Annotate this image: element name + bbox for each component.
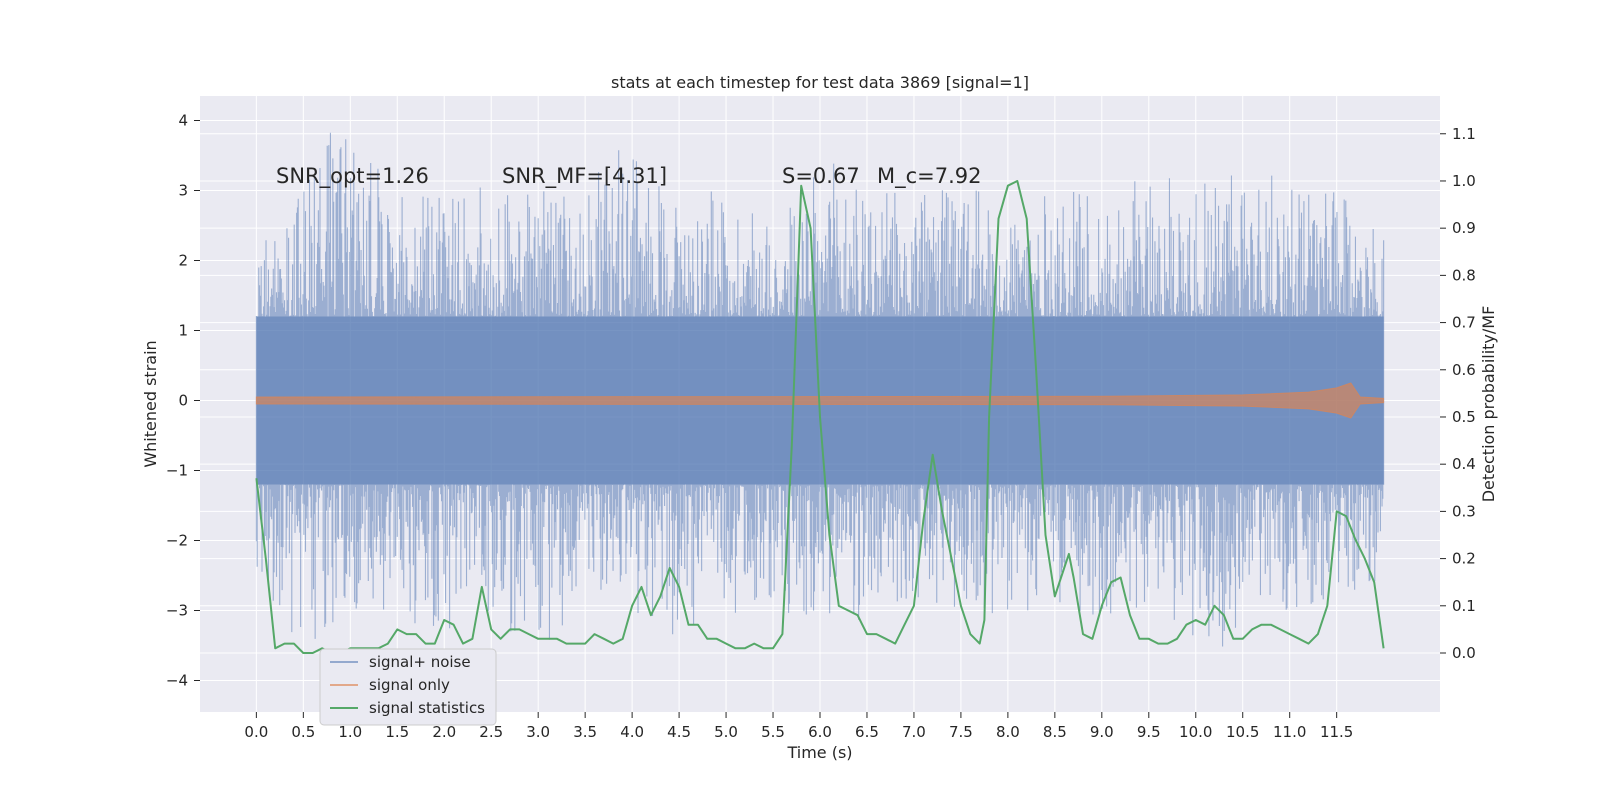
legend-box bbox=[319, 648, 497, 726]
x-tick-label: 6.0 bbox=[808, 723, 832, 741]
ticks: 0.0 0.5 1.0 1.5 2.0 2.5 3.0 3.5 4.0 4.5 5.0 5.5 6.0 6… bbox=[166, 112, 1476, 742]
legend-label-signal-statistics: signal statistics bbox=[369, 699, 485, 717]
y-axis-label: Whitened strain bbox=[141, 340, 160, 467]
y2-tick-label: 0.6 bbox=[1452, 361, 1476, 379]
y2-tick-label: 1.1 bbox=[1452, 125, 1476, 143]
x-tick-label: 10.0 bbox=[1179, 723, 1212, 741]
legend-label-signal-only: signal only bbox=[369, 676, 450, 694]
y2-tick-label: 0.0 bbox=[1452, 644, 1476, 662]
legend-label-signal-noise: signal+ noise bbox=[369, 653, 471, 671]
x-tick-label: 5.0 bbox=[714, 723, 738, 741]
x-tick-label: 11.5 bbox=[1320, 723, 1353, 741]
y2-tick-label: 1.0 bbox=[1452, 172, 1476, 190]
y-tick-label: −4 bbox=[166, 672, 188, 690]
x-tick-label: 3.0 bbox=[526, 723, 550, 741]
series-signal-statistics bbox=[255, 180, 1385, 654]
y2-tick-label: 0.8 bbox=[1452, 266, 1476, 284]
y-tick-label: 4 bbox=[178, 112, 188, 130]
chart-title: stats at each timestep for test data 386… bbox=[611, 73, 1029, 92]
series-layer bbox=[255, 132, 1385, 654]
x-tick-label: 9.0 bbox=[1090, 723, 1114, 741]
y2-axis-label: Detection probability/MF bbox=[1479, 306, 1498, 503]
legend: signal+ noise signal only signal statist… bbox=[319, 648, 497, 726]
x-tick-label: 0.0 bbox=[244, 723, 268, 741]
y2-tick-label: 0.1 bbox=[1452, 597, 1476, 615]
x-tick-label: 9.5 bbox=[1137, 723, 1161, 741]
y-tick-label: −1 bbox=[166, 462, 188, 480]
y-tick-label: 1 bbox=[178, 322, 188, 340]
annotation-s-value: S=0.67 bbox=[782, 164, 860, 188]
x-tick-label: 1.0 bbox=[338, 723, 362, 741]
x-tick-label: 3.5 bbox=[573, 723, 597, 741]
x-tick-label: 8.5 bbox=[1043, 723, 1067, 741]
y-tick-label: −3 bbox=[166, 602, 188, 620]
x-tick-label: 10.5 bbox=[1226, 723, 1259, 741]
x-tick-label: 0.5 bbox=[291, 723, 315, 741]
x-tick-label: 11.0 bbox=[1273, 723, 1306, 741]
x-tick-label: 7.5 bbox=[949, 723, 973, 741]
y2-tick-label: 0.5 bbox=[1452, 408, 1476, 426]
y2-tick-label: 0.3 bbox=[1452, 502, 1476, 520]
x-tick-label: 7.0 bbox=[902, 723, 926, 741]
y2-tick-label: 0.9 bbox=[1452, 219, 1476, 237]
annotation-snr-mf: SNR_MF=[4.31] bbox=[502, 164, 667, 189]
annotation-mc-value: M_c=7.92 bbox=[877, 164, 982, 189]
annotation-snr-opt: SNR_opt=1.26 bbox=[276, 164, 429, 189]
x-tick-label: 5.5 bbox=[761, 723, 785, 741]
x-tick-label: 8.0 bbox=[996, 723, 1020, 741]
y-tick-label: 2 bbox=[178, 252, 188, 270]
y2-tick-label: 0.4 bbox=[1452, 455, 1476, 473]
x-tick-label: 1.5 bbox=[385, 723, 409, 741]
y2-tick-label: 0.7 bbox=[1452, 314, 1476, 332]
y2-tick-label: 0.2 bbox=[1452, 550, 1476, 568]
y-tick-label: −2 bbox=[166, 532, 188, 550]
x-tick-label: 4.5 bbox=[667, 723, 691, 741]
y-tick-label: 3 bbox=[178, 182, 188, 200]
x-tick-label: 6.5 bbox=[855, 723, 879, 741]
x-tick-label: 2.0 bbox=[432, 723, 456, 741]
x-axis-label: Time (s) bbox=[786, 743, 852, 762]
x-tick-label: 2.5 bbox=[479, 723, 503, 741]
x-tick-label: 4.0 bbox=[620, 723, 644, 741]
y-tick-label: 0 bbox=[178, 392, 188, 410]
